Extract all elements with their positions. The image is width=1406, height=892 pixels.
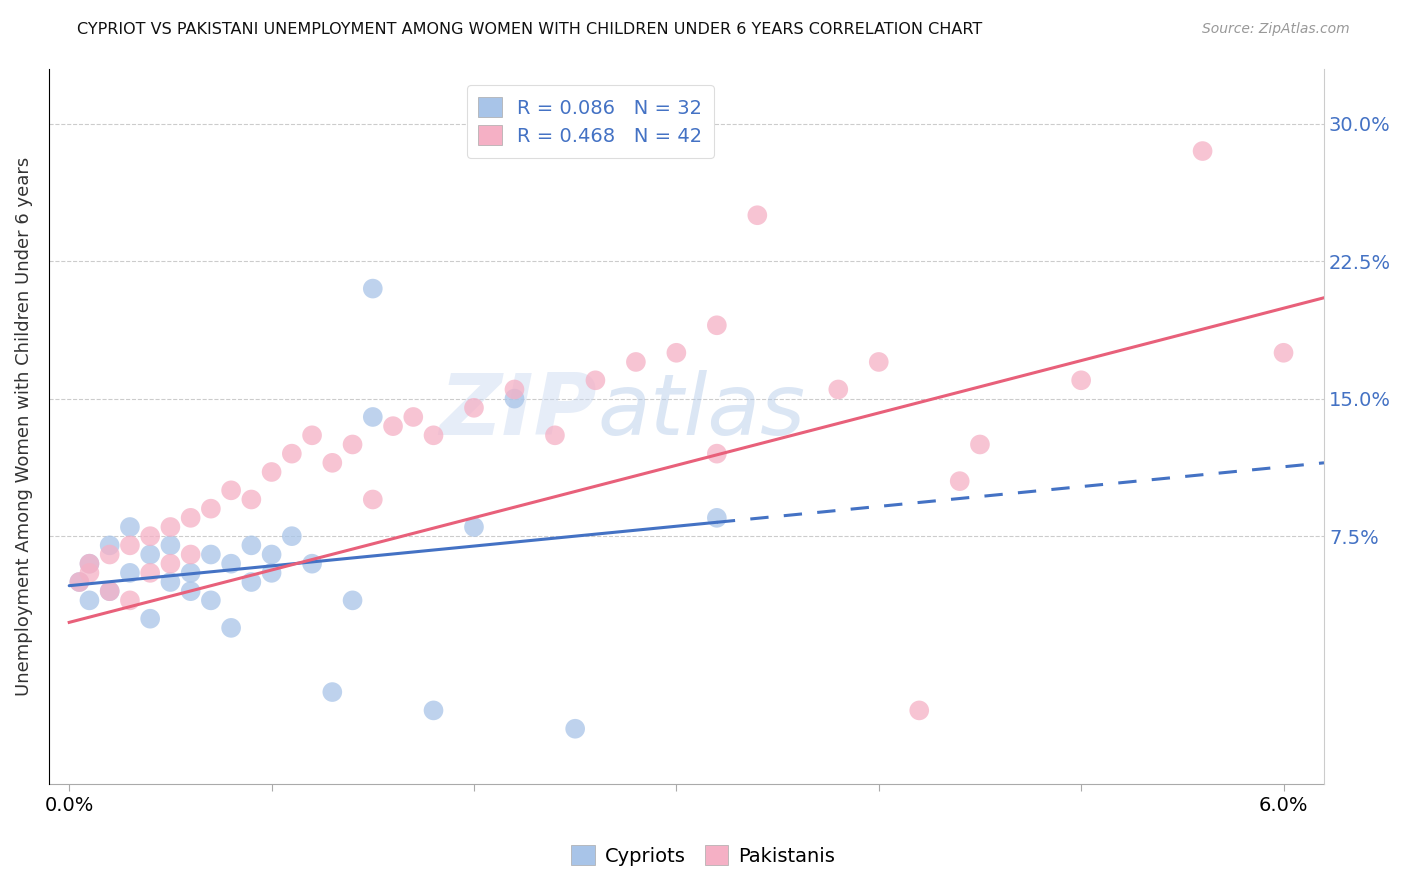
Point <box>301 428 323 442</box>
Point <box>402 409 425 424</box>
Legend: Cypriots, Pakistanis: Cypriots, Pakistanis <box>564 838 842 873</box>
Point <box>139 566 162 580</box>
Point <box>200 548 222 562</box>
Text: Source: ZipAtlas.com: Source: ZipAtlas.com <box>1202 22 1350 37</box>
Point <box>240 492 263 507</box>
Point <box>118 566 141 580</box>
Point <box>98 548 121 562</box>
Point <box>747 208 769 222</box>
Point <box>260 548 283 562</box>
Point <box>67 574 90 589</box>
Point <box>706 447 728 461</box>
Point <box>98 538 121 552</box>
Point <box>342 437 364 451</box>
Point <box>908 703 931 717</box>
Point <box>219 483 242 498</box>
Point <box>949 474 972 488</box>
Point <box>361 409 384 424</box>
Point <box>139 548 162 562</box>
Point <box>969 437 991 451</box>
Point <box>422 428 444 442</box>
Point <box>463 520 485 534</box>
Point <box>260 566 283 580</box>
Point <box>342 593 364 607</box>
Point <box>67 574 90 589</box>
Point <box>583 373 606 387</box>
Point <box>422 703 444 717</box>
Point <box>503 392 526 406</box>
Point <box>281 529 304 543</box>
Point <box>706 318 728 333</box>
Point <box>564 722 586 736</box>
Point <box>301 557 323 571</box>
Point <box>180 511 202 525</box>
Point <box>706 511 728 525</box>
Point <box>1191 144 1213 158</box>
Point <box>180 566 202 580</box>
Text: CYPRIOT VS PAKISTANI UNEMPLOYMENT AMONG WOMEN WITH CHILDREN UNDER 6 YEARS CORREL: CYPRIOT VS PAKISTANI UNEMPLOYMENT AMONG … <box>77 22 983 37</box>
Point <box>219 621 242 635</box>
Point <box>200 593 222 607</box>
Point <box>98 584 121 599</box>
Point <box>827 383 849 397</box>
Point <box>159 520 181 534</box>
Legend: R = 0.086   N = 32, R = 0.468   N = 42: R = 0.086 N = 32, R = 0.468 N = 42 <box>467 86 714 158</box>
Point <box>159 557 181 571</box>
Point <box>321 456 343 470</box>
Point <box>118 538 141 552</box>
Point <box>159 538 181 552</box>
Point <box>240 538 263 552</box>
Point <box>544 428 567 442</box>
Point <box>463 401 485 415</box>
Point <box>180 548 202 562</box>
Text: ZIP: ZIP <box>440 370 598 453</box>
Point <box>868 355 890 369</box>
Point <box>139 529 162 543</box>
Text: atlas: atlas <box>598 370 806 453</box>
Point <box>281 447 304 461</box>
Point <box>180 584 202 599</box>
Point <box>200 501 222 516</box>
Point <box>79 593 101 607</box>
Point <box>219 557 242 571</box>
Point <box>260 465 283 479</box>
Point <box>79 566 101 580</box>
Point <box>1272 345 1295 359</box>
Point <box>240 574 263 589</box>
Point <box>321 685 343 699</box>
Point <box>98 584 121 599</box>
Point <box>139 612 162 626</box>
Point <box>79 557 101 571</box>
Point <box>361 492 384 507</box>
Point <box>503 383 526 397</box>
Point <box>159 574 181 589</box>
Point <box>665 345 688 359</box>
Y-axis label: Unemployment Among Women with Children Under 6 years: Unemployment Among Women with Children U… <box>15 156 32 696</box>
Point <box>79 557 101 571</box>
Point <box>624 355 647 369</box>
Point <box>382 419 405 434</box>
Point <box>361 282 384 296</box>
Point <box>118 593 141 607</box>
Point <box>1070 373 1092 387</box>
Point <box>118 520 141 534</box>
